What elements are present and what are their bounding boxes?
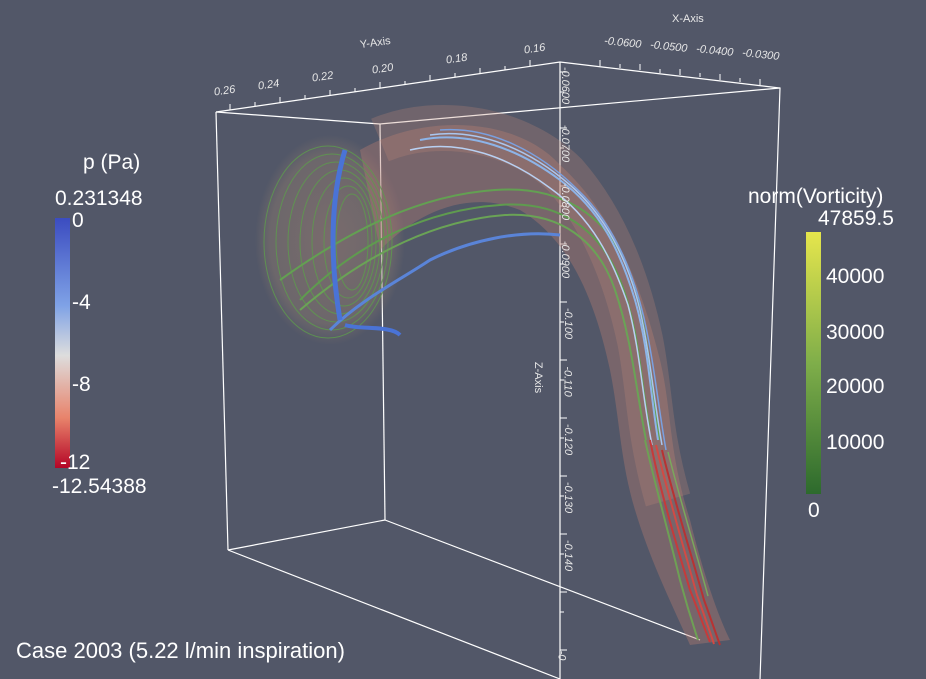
pressure-tick-2: -8 xyxy=(72,373,91,396)
vorticity-tick-0: 40000 xyxy=(826,265,885,288)
z-axis-title: Z-Axis xyxy=(532,361,545,394)
z-axis-tick-0: -0.0600 xyxy=(559,66,572,105)
z-axis-tick-7: -0.130 xyxy=(562,481,575,514)
pressure-tick-1: -4 xyxy=(72,291,91,314)
vorticity-bar-min: 0 xyxy=(808,499,820,522)
pressure-colorbar xyxy=(55,218,70,468)
z-axis-tick-8: -0.140 xyxy=(562,539,575,572)
airway-surface xyxy=(255,104,730,645)
airway-streamlines xyxy=(279,128,721,646)
z-axis-tick-2: -0.0800 xyxy=(559,182,572,221)
z-axis-tick-6: -0.120 xyxy=(562,423,575,456)
z-axis-tick-4: -0.100 xyxy=(562,307,575,340)
vorticity-tick-1: 30000 xyxy=(826,321,885,344)
z-axis-tick-5: -0.110 xyxy=(561,366,574,397)
x-axis-title: X-Axis xyxy=(672,13,704,25)
vorticity-bar-title: norm(Vorticity) xyxy=(748,185,884,208)
pressure-tick-0: 0 xyxy=(72,209,84,232)
z-axis-tick-3: -0.0900 xyxy=(559,240,572,279)
z-axis-tick-9: -0 xyxy=(555,650,568,661)
case-caption: Case 2003 (5.22 l/min inspiration) xyxy=(16,638,345,663)
top-edge-ticks xyxy=(229,60,761,110)
pressure-bar-max: 0.231348 xyxy=(55,187,143,210)
vorticity-tick-2: 20000 xyxy=(826,375,885,398)
vorticity-colorbar xyxy=(806,232,821,494)
pressure-bar-min: -12.54388 xyxy=(52,475,147,498)
z-axis-tick-1: -0.0700 xyxy=(559,124,572,163)
pressure-tick-3: -12 xyxy=(60,451,91,474)
pressure-bar-title: p (Pa) xyxy=(83,151,141,174)
vorticity-tick-3: 10000 xyxy=(826,431,885,454)
vorticity-bar-max: 47859.5 xyxy=(818,207,894,230)
z-axis-ticks xyxy=(560,71,567,651)
